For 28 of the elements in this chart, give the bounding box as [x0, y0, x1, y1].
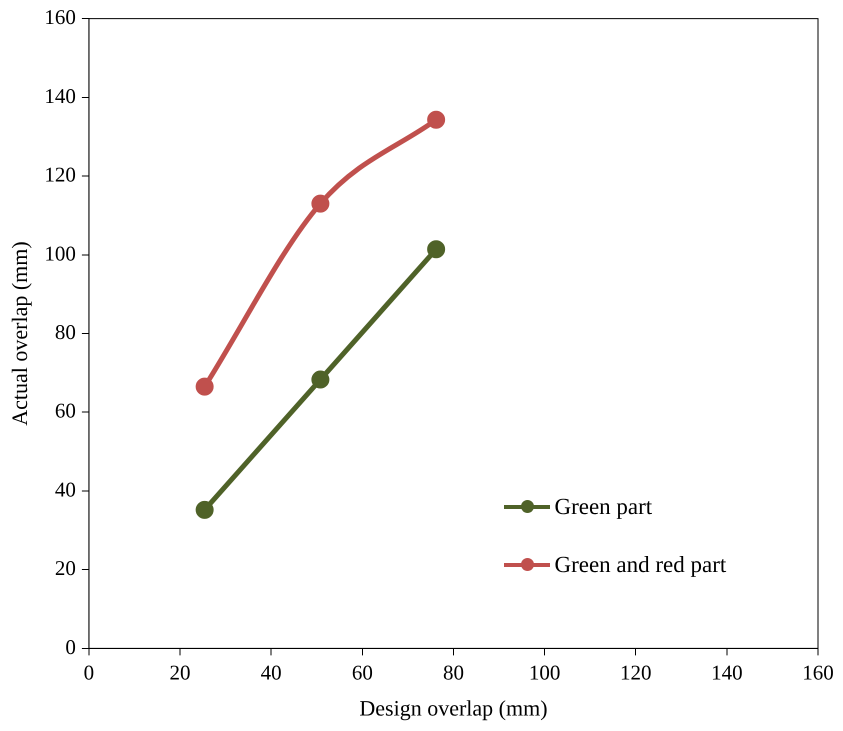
- point: [196, 500, 214, 519]
- x-tick-label: 0: [84, 660, 94, 685]
- y-tick-label: 100: [44, 241, 76, 266]
- x-tick-label: 60: [352, 660, 373, 685]
- y-tick-label: 60: [54, 398, 76, 423]
- x-tick-label: 40: [260, 660, 282, 685]
- x-axis-title: Design overlap (mm): [359, 696, 548, 721]
- x-tick-label: 140: [711, 660, 743, 685]
- x-tick-label: 80: [442, 660, 464, 685]
- point: [311, 370, 330, 389]
- x-tick-label: 160: [802, 660, 834, 685]
- point: [427, 110, 446, 129]
- x-tick-label: 100: [528, 660, 560, 685]
- y-tick-label: 40: [54, 477, 76, 502]
- legend-label: Green part: [554, 494, 652, 520]
- x-tick-label: 20: [170, 660, 191, 685]
- point: [427, 240, 446, 258]
- y-tick-label: 160: [44, 5, 76, 30]
- y-tick-label: 120: [44, 162, 76, 187]
- y-tick-label: 140: [44, 84, 76, 108]
- point: [196, 378, 214, 396]
- y-tick-label: 20: [54, 556, 76, 580]
- y-axis-title: Actual overlap (mm): [6, 241, 32, 426]
- x-tick-label: 120: [620, 660, 652, 685]
- point: [311, 194, 330, 213]
- y-tick-label: 80: [54, 320, 76, 344]
- legend-label: Green and red part: [554, 552, 726, 578]
- y-tick-label: 0: [65, 634, 76, 659]
